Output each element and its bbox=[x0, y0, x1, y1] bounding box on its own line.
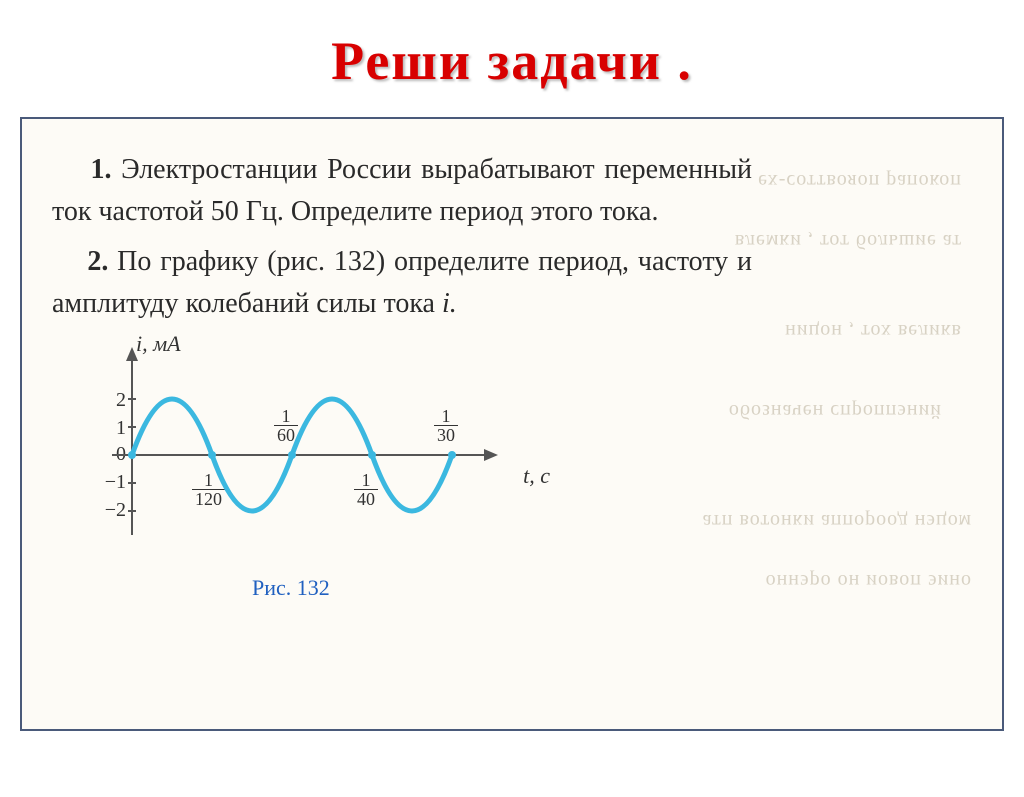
chart: i, мА t, с 2 1 0 −1 −2 1120 160 140 130 bbox=[82, 335, 542, 595]
problem-2-number: 2. bbox=[87, 246, 108, 277]
x-axis-label: t, с bbox=[523, 463, 550, 489]
curve-dot bbox=[288, 451, 296, 459]
curve-dot bbox=[128, 451, 136, 459]
problem-2-text: По графику (рис. 132) опре­делите период… bbox=[52, 246, 752, 319]
problem-2-var: i. bbox=[442, 288, 457, 319]
curve-dot bbox=[368, 451, 376, 459]
problem-1-number: 1. bbox=[90, 154, 111, 185]
ghost-text: ех-соттвояоп рапокоп bbox=[758, 169, 962, 192]
x-arrow-icon bbox=[484, 449, 498, 461]
content-box: ех-соттвояоп рапокоп влемки , тот больши… bbox=[20, 117, 1004, 731]
ghost-text: ницон , тох великв bbox=[785, 319, 962, 342]
problem-1: 1. Электростанции России вы­рабатывают п… bbox=[52, 149, 752, 233]
chart-svg bbox=[82, 335, 512, 565]
problem-2: 2. По графику (рис. 132) опре­делите пер… bbox=[52, 241, 752, 325]
ghost-text: влемки , тот большие ат bbox=[735, 229, 962, 252]
ghost-text: оннэро он иовоп эино bbox=[766, 569, 972, 592]
y-arrow-icon bbox=[126, 347, 138, 361]
page-title: Реши задачи . bbox=[0, 30, 1024, 92]
chart-caption: Рис. 132 bbox=[252, 575, 330, 601]
problem-1-text: Электростанции России вы­рабатывают пере… bbox=[52, 154, 752, 227]
curve-dot bbox=[448, 451, 456, 459]
ghost-text: обозначен спроппэний bbox=[729, 399, 942, 422]
curve-dot bbox=[208, 451, 216, 459]
ghost-text: атп вотонки аппороод нэцом bbox=[703, 509, 972, 532]
